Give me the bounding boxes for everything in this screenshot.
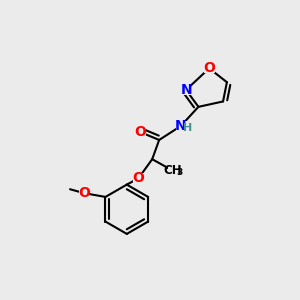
FancyBboxPatch shape bbox=[133, 173, 144, 184]
Text: N: N bbox=[175, 119, 187, 133]
FancyBboxPatch shape bbox=[181, 85, 191, 95]
Text: O: O bbox=[135, 125, 147, 139]
FancyBboxPatch shape bbox=[204, 63, 214, 73]
FancyBboxPatch shape bbox=[79, 188, 89, 198]
Text: CH: CH bbox=[164, 164, 182, 177]
Text: H: H bbox=[183, 123, 192, 133]
Text: N: N bbox=[180, 83, 192, 97]
Text: O: O bbox=[203, 61, 215, 75]
Text: O: O bbox=[132, 172, 144, 185]
FancyBboxPatch shape bbox=[176, 121, 191, 131]
Text: O: O bbox=[78, 186, 90, 200]
Text: 3: 3 bbox=[176, 168, 182, 177]
FancyBboxPatch shape bbox=[135, 127, 146, 137]
FancyBboxPatch shape bbox=[168, 166, 184, 176]
